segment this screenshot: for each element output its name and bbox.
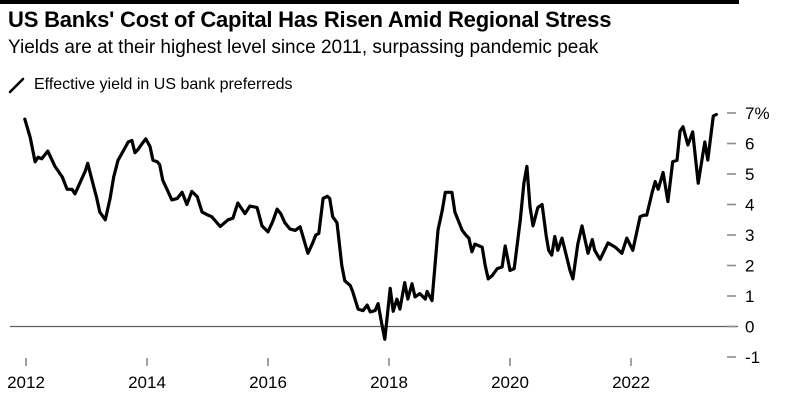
y-tick-label: 2 [745,257,754,276]
series-line [23,112,718,341]
y-tick-label: -1 [745,348,760,367]
chart-subtitle: Yields are at their highest level since … [8,37,599,58]
chart-title: US Banks' Cost of Capital Has Risen Amid… [8,7,612,32]
x-tick-label: 2016 [249,373,287,392]
legend: Effective yield in US bank preferreds [8,76,293,94]
y-tick-label: 5 [745,165,754,184]
x-tick-label: 2018 [370,373,408,392]
y-tick-label: 7% [745,104,770,123]
line-series-slash-icon [8,77,25,94]
legend-label: Effective yield in US bank preferreds [34,76,293,93]
x-tick-label: 2012 [7,373,45,392]
y-tick-label: 1 [745,287,754,306]
y-tick-label: 0 [745,318,754,337]
x-tick-label: 2020 [491,373,529,392]
y-tick-label: 4 [745,196,754,215]
x-tick-label: 2022 [612,373,650,392]
y-tick-label: 3 [745,226,754,245]
x-tick-label: 2014 [128,373,166,392]
y-tick-label: 6 [745,135,754,154]
top-rule [0,0,739,4]
